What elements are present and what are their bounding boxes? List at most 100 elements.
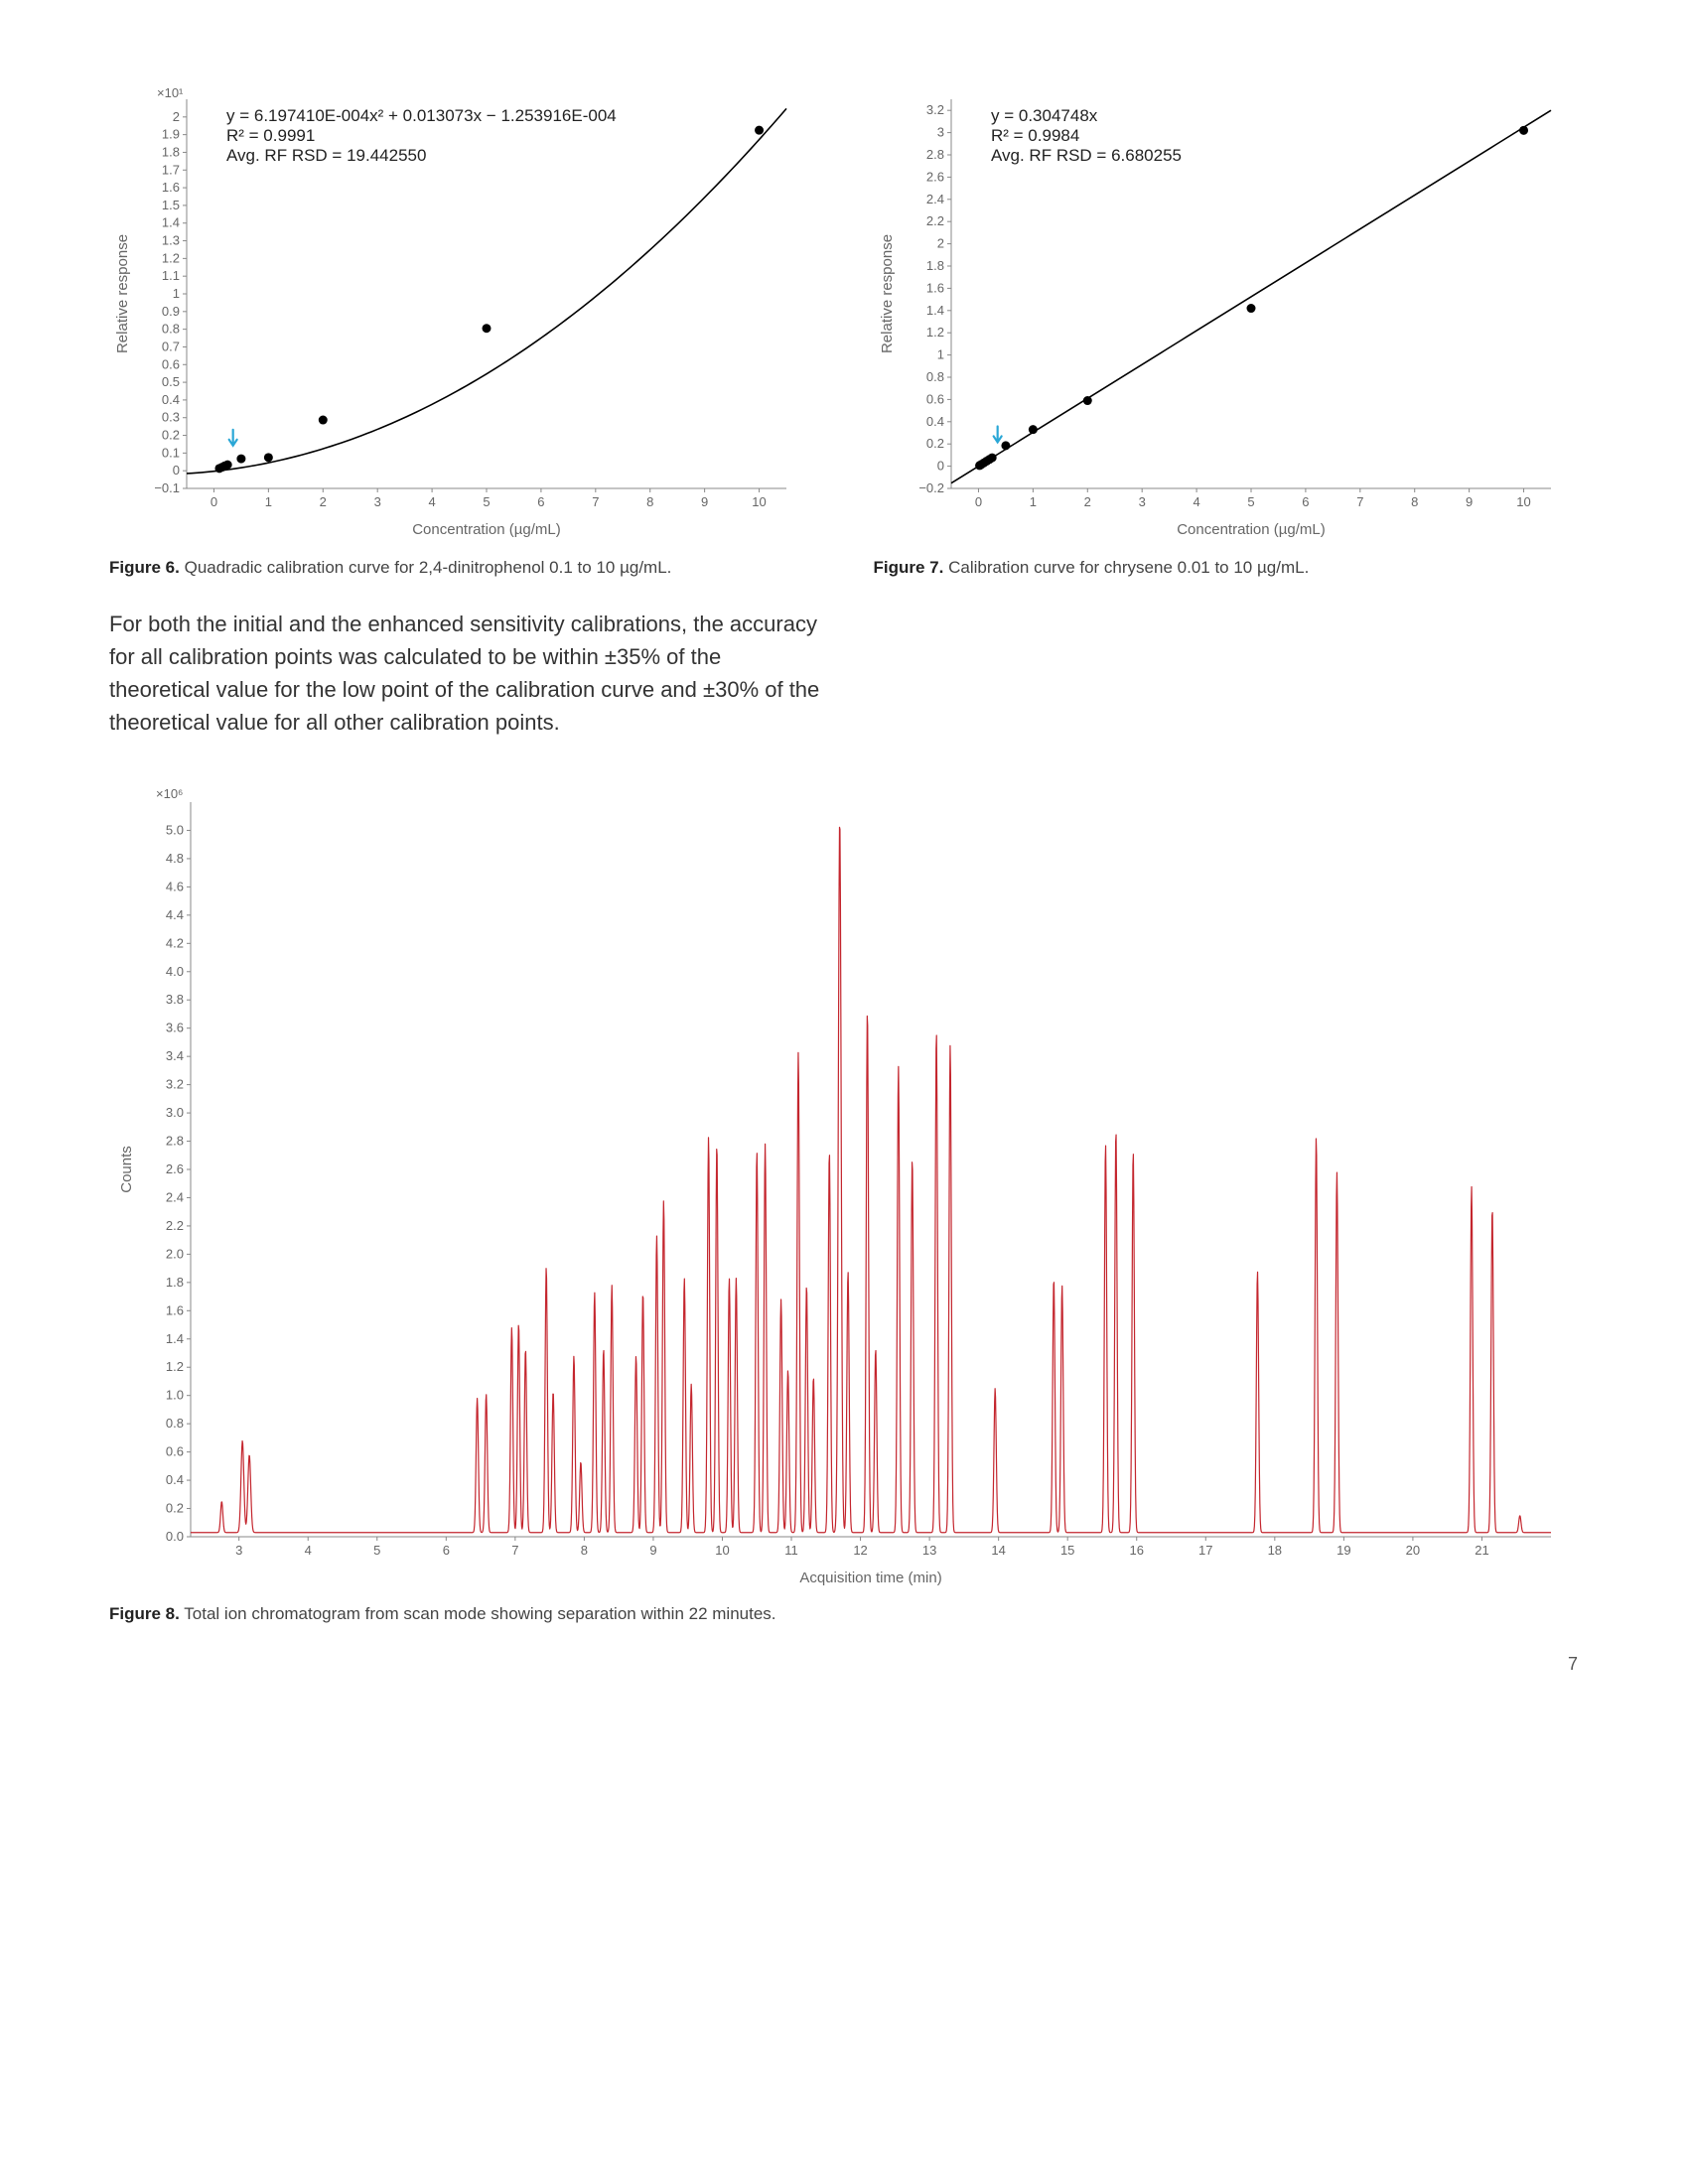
svg-text:2.8: 2.8 [925, 147, 943, 162]
svg-text:3.2: 3.2 [925, 102, 943, 117]
svg-text:4.6: 4.6 [166, 879, 184, 893]
svg-text:y = 6.197410E-004x² + 0.013073: y = 6.197410E-004x² + 0.013073x − 1.2539… [226, 106, 617, 125]
svg-text:1.5: 1.5 [162, 198, 180, 212]
svg-text:1.8: 1.8 [925, 258, 943, 273]
svg-text:3.8: 3.8 [166, 992, 184, 1007]
svg-text:0.4: 0.4 [162, 392, 180, 407]
svg-text:0.4: 0.4 [925, 414, 943, 429]
svg-text:1.4: 1.4 [166, 1331, 184, 1346]
svg-text:1: 1 [936, 347, 943, 362]
svg-text:13: 13 [922, 1543, 936, 1558]
svg-text:1.8: 1.8 [166, 1275, 184, 1290]
figure6-caption: Figure 6. Quadradic calibration curve fo… [109, 558, 814, 578]
svg-text:3.0: 3.0 [166, 1105, 184, 1120]
svg-text:Concentration (µg/mL): Concentration (µg/mL) [1177, 521, 1326, 538]
svg-text:1.0: 1.0 [166, 1388, 184, 1403]
svg-text:12: 12 [853, 1543, 867, 1558]
svg-text:2.6: 2.6 [166, 1161, 184, 1176]
figure7-panel: −0.200.20.40.60.811.21.41.61.822.22.42.6… [874, 79, 1579, 578]
svg-text:−0.2: −0.2 [918, 480, 944, 495]
svg-text:3.4: 3.4 [166, 1048, 184, 1063]
svg-text:0.8: 0.8 [166, 1416, 184, 1431]
svg-text:2: 2 [1083, 494, 1090, 509]
svg-text:R² = 0.9991: R² = 0.9991 [226, 126, 315, 145]
svg-text:0.2: 0.2 [925, 436, 943, 451]
svg-text:2.2: 2.2 [166, 1218, 184, 1233]
svg-text:9: 9 [649, 1543, 656, 1558]
svg-text:4: 4 [1193, 494, 1199, 509]
figure6-panel: −0.100.10.20.30.40.50.60.70.80.911.11.21… [109, 79, 814, 578]
svg-text:7: 7 [592, 494, 599, 509]
svg-text:6: 6 [537, 494, 544, 509]
svg-text:0.9: 0.9 [162, 304, 180, 319]
svg-text:0.1: 0.1 [162, 445, 180, 460]
svg-text:0.2: 0.2 [162, 428, 180, 443]
svg-text:10: 10 [1516, 494, 1530, 509]
svg-text:1: 1 [173, 286, 180, 301]
svg-text:1.6: 1.6 [166, 1302, 184, 1317]
svg-text:14: 14 [991, 1543, 1005, 1558]
svg-text:3.2: 3.2 [166, 1077, 184, 1092]
svg-text:0.6: 0.6 [166, 1444, 184, 1459]
svg-text:Avg. RF RSD = 6.680255: Avg. RF RSD = 6.680255 [991, 146, 1182, 165]
svg-text:−0.1: −0.1 [154, 480, 180, 495]
svg-text:6: 6 [1302, 494, 1309, 509]
svg-text:1.2: 1.2 [925, 325, 943, 340]
svg-text:8: 8 [1411, 494, 1418, 509]
svg-text:1.6: 1.6 [925, 280, 943, 295]
figure8-caption-label: Figure 8. [109, 1604, 180, 1623]
svg-text:5.0: 5.0 [166, 822, 184, 837]
svg-text:0.2: 0.2 [166, 1501, 184, 1516]
svg-text:1.8: 1.8 [162, 144, 180, 159]
svg-text:0.7: 0.7 [162, 339, 180, 353]
svg-text:0.6: 0.6 [162, 356, 180, 371]
svg-text:4.8: 4.8 [166, 851, 184, 866]
figure6-chart: −0.100.10.20.30.40.50.60.70.80.911.11.21… [109, 79, 804, 546]
svg-text:2: 2 [320, 494, 327, 509]
svg-text:4: 4 [305, 1543, 312, 1558]
svg-text:10: 10 [752, 494, 766, 509]
svg-text:17: 17 [1198, 1543, 1212, 1558]
svg-text:11: 11 [784, 1543, 798, 1558]
svg-text:1.6: 1.6 [162, 180, 180, 195]
svg-text:1.1: 1.1 [162, 268, 180, 283]
figure7-caption-label: Figure 7. [874, 558, 944, 577]
body-paragraph: For both the initial and the enhanced se… [109, 608, 824, 739]
svg-text:2.4: 2.4 [166, 1189, 184, 1204]
svg-text:9: 9 [701, 494, 708, 509]
svg-text:3: 3 [936, 125, 943, 140]
svg-text:3: 3 [374, 494, 381, 509]
svg-text:4.2: 4.2 [166, 935, 184, 950]
svg-text:2.2: 2.2 [925, 213, 943, 228]
svg-text:10: 10 [715, 1543, 729, 1558]
svg-text:4: 4 [428, 494, 435, 509]
svg-text:0.8: 0.8 [925, 369, 943, 384]
svg-text:16: 16 [1130, 1543, 1144, 1558]
svg-text:1.9: 1.9 [162, 127, 180, 142]
figure8-caption-text: Total ion chromatogram from scan mode sh… [184, 1604, 775, 1623]
svg-text:2.4: 2.4 [925, 192, 943, 206]
figure8-panel: 0.00.20.40.60.81.01.21.41.61.82.02.22.42… [109, 778, 1578, 1624]
svg-text:Acquisition time (min): Acquisition time (min) [799, 1570, 941, 1586]
svg-text:0.5: 0.5 [162, 374, 180, 389]
svg-text:×10⁶: ×10⁶ [156, 786, 183, 801]
svg-text:3.6: 3.6 [166, 1021, 184, 1035]
figure7-caption: Figure 7. Calibration curve for chrysene… [874, 558, 1579, 578]
figure6-caption-label: Figure 6. [109, 558, 180, 577]
svg-text:Counts: Counts [118, 1146, 135, 1193]
svg-text:Concentration (µg/mL): Concentration (µg/mL) [412, 521, 561, 538]
svg-text:6: 6 [443, 1543, 450, 1558]
figure6-caption-text: Quadradic calibration curve for 2,4-dini… [185, 558, 672, 577]
svg-text:Avg. RF RSD = 19.442550: Avg. RF RSD = 19.442550 [226, 146, 426, 165]
svg-text:5: 5 [483, 494, 490, 509]
svg-text:7: 7 [1356, 494, 1363, 509]
svg-text:Relative response: Relative response [879, 234, 896, 353]
svg-text:1.3: 1.3 [162, 233, 180, 248]
svg-text:1.2: 1.2 [162, 250, 180, 265]
svg-text:2.6: 2.6 [925, 169, 943, 184]
svg-text:1: 1 [1029, 494, 1036, 509]
svg-text:0.4: 0.4 [166, 1472, 184, 1487]
svg-text:8: 8 [581, 1543, 588, 1558]
svg-text:0: 0 [211, 494, 217, 509]
svg-text:Relative response: Relative response [114, 234, 131, 353]
